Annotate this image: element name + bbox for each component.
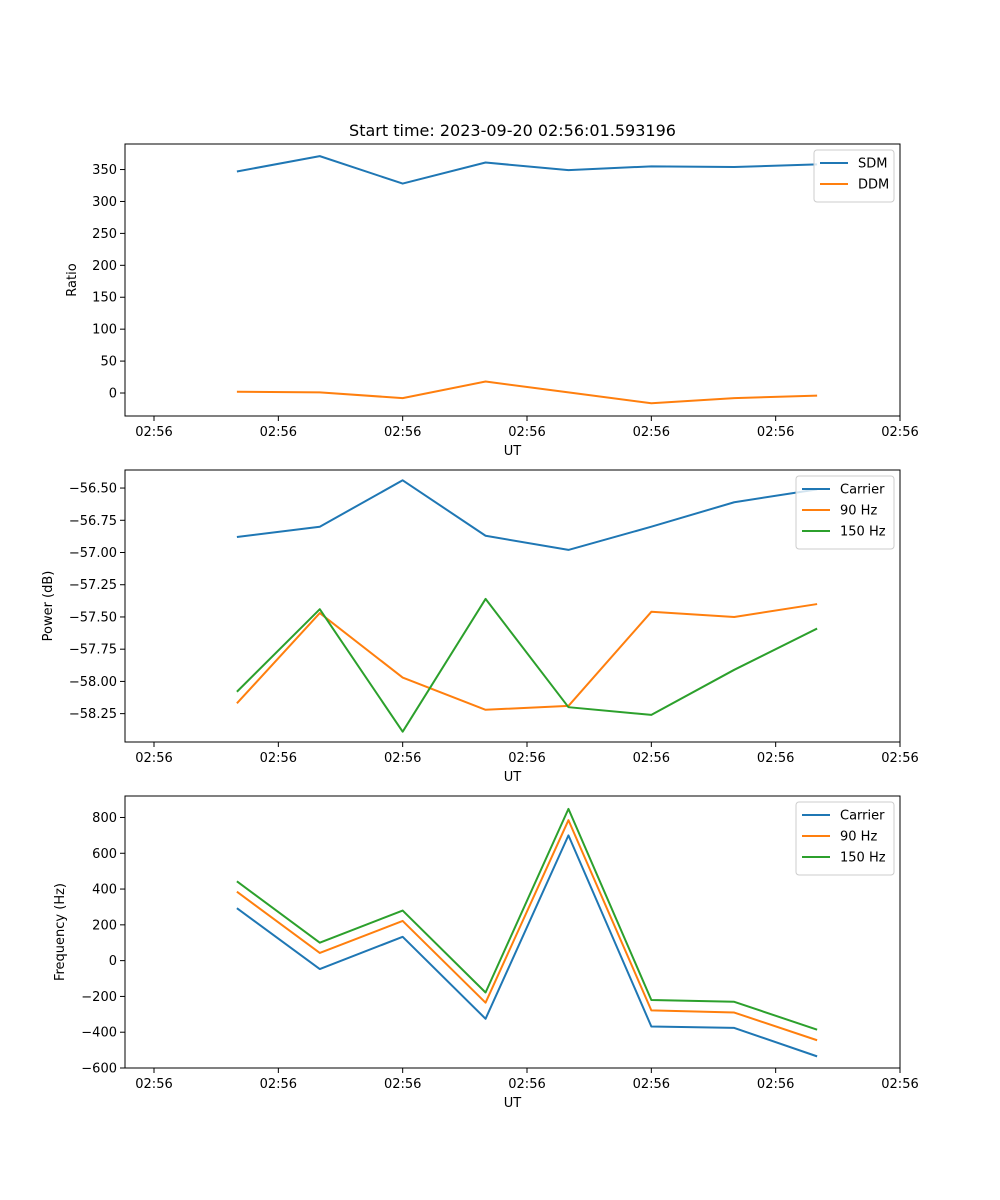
y-tick-label: −400 <box>81 1026 117 1041</box>
y-tick-label: 800 <box>92 811 117 826</box>
x-tick-label: 02:56 <box>508 751 545 766</box>
series-line-150-hz <box>236 807 818 1031</box>
x-tick-label: 02:56 <box>757 751 794 766</box>
x-axis-label: UT <box>504 770 522 785</box>
legend: Carrier 90 Hz 150 Hz <box>795 475 895 550</box>
y-tick-label: −58.25 <box>69 707 117 722</box>
x-tick-label: 02:56 <box>881 425 918 440</box>
x-tick-label: 02:56 <box>384 1077 421 1092</box>
x-tick-label: 02:56 <box>881 1077 918 1092</box>
x-tick-label: 02:56 <box>260 751 297 766</box>
x-tick-label: 02:56 <box>384 751 421 766</box>
x-tick-label: 02:56 <box>260 1077 297 1092</box>
y-tick-label: −600 <box>81 1062 117 1077</box>
x-tick-label: 02:56 <box>633 425 670 440</box>
x-tick-label: 02:56 <box>135 425 172 440</box>
y-tick-label: 250 <box>92 227 117 242</box>
panel-1: 02:5602:5602:5602:5602:5602:5602:5602:57… <box>65 143 919 459</box>
y-tick-label: −57.50 <box>69 610 117 625</box>
legend-label: Carrier <box>840 483 885 498</box>
x-tick-label: 02:56 <box>508 1077 545 1092</box>
y-axis-label: Power (dB) <box>41 571 56 642</box>
x-tick-label: 02:56 <box>757 425 794 440</box>
legend-label: DDM <box>858 178 889 193</box>
series-line-90-hz <box>236 603 818 711</box>
legend: Carrier 90 Hz 150 Hz <box>795 801 895 876</box>
series-line-ddm <box>236 380 818 405</box>
y-axis-label: Ratio <box>65 263 80 296</box>
x-tick-label: 02:56 <box>135 1077 172 1092</box>
y-tick-label: 0 <box>109 954 117 969</box>
y-tick-label: 150 <box>92 291 117 306</box>
series-line-carrier <box>236 834 818 1058</box>
panel-3: 02:5602:5602:5602:5602:5602:5602:5602:57… <box>53 795 919 1111</box>
x-tick-label: 02:56 <box>757 1077 794 1092</box>
plot-frame <box>124 143 901 417</box>
legend-label: 90 Hz <box>840 504 877 519</box>
y-tick-label: 600 <box>92 847 117 862</box>
y-tick-label: 50 <box>100 355 117 370</box>
chart-title: Start time: 2023-09-20 02:56:01.593196 <box>349 121 676 140</box>
x-tick-label: 02:56 <box>633 1077 670 1092</box>
x-tick-label: 02:56 <box>633 751 670 766</box>
x-axis-label: UT <box>504 1096 522 1111</box>
plot-frame <box>124 469 901 743</box>
x-tick-label: 02:56 <box>135 751 172 766</box>
x-axis-label: UT <box>504 444 522 459</box>
series-line-carrier <box>236 479 818 551</box>
legend-label: 90 Hz <box>840 830 877 845</box>
y-tick-label: −57.00 <box>69 546 117 561</box>
series-line-90-hz <box>236 819 818 1042</box>
y-tick-label: 200 <box>92 259 117 274</box>
y-tick-label: 300 <box>92 195 117 210</box>
x-tick-label: 02:56 <box>508 425 545 440</box>
legend-label: 150 Hz <box>840 525 886 540</box>
y-tick-label: 0 <box>109 387 117 402</box>
legend-label: Carrier <box>840 809 885 824</box>
y-tick-label: −57.75 <box>69 643 117 658</box>
x-tick-label: 02:56 <box>881 751 918 766</box>
y-tick-label: −56.50 <box>69 482 117 497</box>
plot-frame <box>124 795 901 1069</box>
series-line-150-hz <box>236 597 818 733</box>
legend-label: 150 Hz <box>840 851 886 866</box>
y-tick-label: 200 <box>92 918 117 933</box>
y-tick-label: −58.00 <box>69 675 117 690</box>
y-tick-label: −56.75 <box>69 514 117 529</box>
legend-label: SDM <box>858 157 887 172</box>
x-tick-label: 02:56 <box>384 425 421 440</box>
y-tick-label: 350 <box>92 163 117 178</box>
legend: SDM DDM <box>813 149 895 203</box>
y-tick-label: −57.25 <box>69 578 117 593</box>
y-tick-label: −200 <box>81 990 117 1005</box>
y-tick-label: 400 <box>92 883 117 898</box>
y-axis-label: Frequency (Hz) <box>53 883 68 981</box>
series-line-sdm <box>236 155 818 185</box>
y-tick-label: 100 <box>92 323 117 338</box>
x-tick-label: 02:56 <box>260 425 297 440</box>
panel-2: 02:5602:5602:5602:5602:5602:5602:5602:57… <box>41 469 919 785</box>
